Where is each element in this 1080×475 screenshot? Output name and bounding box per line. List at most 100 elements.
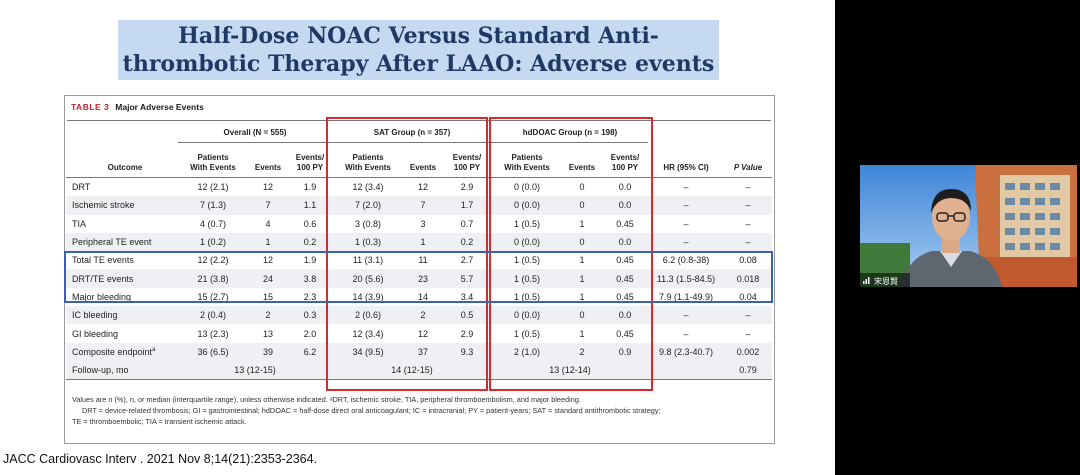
- cell-s-ev: 12: [417, 328, 428, 339]
- table-row: GI bleeding 13 (2.3) 13 2.0 12 (3.4) 12 2.9 1 (…: [66, 324, 772, 342]
- citation: JACC Cardiovasc Interv . 2021 Nov 8;14(2…: [3, 452, 318, 466]
- cell-s-rate: 0.5: [442, 306, 492, 325]
- cell-s-pat: 20 (5.6): [332, 269, 404, 288]
- cell-h-ev: 1: [562, 269, 602, 288]
- cell-o-pat: 2 (0.4): [178, 306, 248, 325]
- cell-h-ev: 0: [562, 196, 602, 215]
- followup-p: 0.79: [724, 360, 772, 381]
- cell-o-rate: 1.9: [303, 255, 317, 266]
- cell-h-pat: 1 (0.5): [513, 218, 540, 229]
- footnote-abbreviations: DRT = device-related thrombosis; GI = ga…: [82, 406, 661, 415]
- cell-h-rate: 0.45: [616, 255, 634, 266]
- cell-p: –: [724, 196, 772, 215]
- followup-hd: 13 (12-14): [492, 360, 648, 381]
- participant-name-tag: 宋恩賢: [862, 276, 898, 287]
- table-footnote: Values are n (%), n, or median (interqua…: [72, 394, 772, 427]
- cell-h-rate: 0.0: [618, 182, 632, 193]
- cell-h-ev: 1: [579, 218, 585, 229]
- slide-title-line1: Half-Dose NOAC Versus Standard Anti-: [178, 23, 659, 49]
- row-outcome: Major bleeding: [72, 291, 132, 302]
- table-row: Ischemic stroke 7 (1.3) 7 1.1 7 (2.0) 7 1.7 0 (…: [66, 196, 772, 215]
- table-top-rule: [67, 120, 771, 121]
- group-sat: SAT Group (n = 357): [332, 124, 492, 143]
- header-hd-rate: Events/100 PY: [610, 153, 640, 172]
- cell-h-pat: 1 (0.5): [513, 291, 540, 302]
- table-row: Major bleeding 15 (2.7) 15 2.3 14 (3.9) 14 3.4…: [66, 288, 772, 306]
- followup-overall: 13 (12-15): [178, 360, 332, 381]
- cell-h-pat: 0 (0.0): [492, 196, 562, 215]
- cell-s-ev: 12: [417, 182, 428, 193]
- cell-o-pat: 4 (0.7): [199, 218, 226, 229]
- cell-p: 0.018: [724, 269, 772, 288]
- row-outcome: TIA: [72, 218, 87, 229]
- header-p-value: P Value: [733, 163, 763, 172]
- hd-group-highlight-box: [489, 117, 653, 391]
- cell-hr: 9.8 (2.3-40.7): [648, 342, 724, 361]
- significant-rows-highlight-box: [64, 251, 773, 303]
- cell-s-pat: 12 (3.4): [352, 328, 384, 339]
- footnote-values: Values are n (%), n, or median (interqua…: [72, 395, 581, 404]
- presenter-video-tile[interactable]: [860, 165, 1077, 287]
- header-overall-events: Events: [254, 163, 282, 172]
- header-outcome: Outcome: [107, 163, 143, 172]
- row-outcome: IC bleeding: [66, 306, 178, 325]
- table-row: Total TE events 12 (2.2) 12 1.9 11 (3.1) 11 2.…: [66, 251, 772, 269]
- cell-s-rate: 0.7: [460, 218, 474, 229]
- cell-o-ev: 39: [248, 342, 288, 361]
- cell-p: 0.002: [724, 342, 772, 361]
- cell-s-ev: 2: [404, 306, 442, 325]
- cell-hr: –: [648, 232, 724, 252]
- participant-name: 宋恩賢: [874, 277, 898, 286]
- sat-group-highlight-box: [326, 117, 488, 391]
- cell-s-rate: 3.4: [460, 291, 474, 302]
- cell-o-ev: 24: [248, 269, 288, 288]
- table-body: DRT 12 (2.1) 12 1.9 12 (3.4) 12 2.9 0 (0.0) 0 0.0…: [66, 178, 772, 381]
- cell-s-rate: 9.3: [442, 342, 492, 361]
- cell-o-ev: 4: [265, 218, 271, 229]
- cell-s-ev: 37: [404, 342, 442, 361]
- cell-o-rate: 0.6: [303, 218, 317, 229]
- cell-o-rate: 1.9: [303, 182, 317, 193]
- cell-o-ev: 7: [248, 196, 288, 215]
- header-hr: HR (95% CI): [663, 163, 709, 172]
- cell-hr: –: [648, 306, 724, 325]
- table-row: Peripheral TE event 1 (0.2) 1 0.2 1 (0.3) 1 0.…: [66, 232, 772, 252]
- cell-s-rate: 5.7: [442, 269, 492, 288]
- cell-h-ev: 0: [562, 306, 602, 325]
- footnote-abbreviations-cont: TE = thromboembolic; TIA = transient isc…: [72, 417, 247, 426]
- cell-h-rate: 0.45: [616, 328, 634, 339]
- followup-row: Follow-up, mo 13 (12-15) 14 (12-15) 13 (12-…: [66, 360, 772, 381]
- slide-title-line2: thrombotic Therapy After LAAO: Adverse e…: [122, 51, 715, 77]
- cell-s-rate: 2.9: [460, 182, 474, 193]
- header-overall-rate: Events/100 PY: [295, 153, 325, 172]
- cell-h-ev: 0: [579, 182, 585, 193]
- cell-o-pat: 1 (0.2): [178, 232, 248, 252]
- cell-p: –: [745, 218, 751, 229]
- cell-h-ev: 1: [579, 255, 585, 266]
- adverse-events-table: Overall (N = 555) SAT Group (n = 357) hd…: [66, 124, 772, 381]
- cell-o-pat: 15 (2.7): [197, 291, 229, 302]
- cell-h-ev: 0: [562, 232, 602, 252]
- cell-o-ev: 12: [262, 182, 273, 193]
- cell-p: –: [745, 328, 751, 339]
- cell-hr: –: [648, 196, 724, 215]
- cell-h-pat: 2 (1.0): [492, 342, 562, 361]
- cell-s-ev: 7: [404, 196, 442, 215]
- cell-s-rate: 0.2: [442, 232, 492, 252]
- cell-o-ev: 12: [262, 255, 273, 266]
- cell-s-pat: 3 (0.8): [354, 218, 381, 229]
- cell-h-rate: 0.0: [602, 306, 648, 325]
- cell-o-pat: 21 (3.8): [178, 269, 248, 288]
- cell-h-pat: 0 (0.0): [513, 182, 540, 193]
- cell-h-pat: 1 (0.5): [513, 328, 540, 339]
- cell-s-pat: 11 (3.1): [352, 255, 384, 266]
- cell-o-pat: 12 (2.2): [197, 255, 229, 266]
- cell-o-pat: 36 (6.5): [178, 342, 248, 361]
- cell-h-pat: 0 (0.0): [492, 306, 562, 325]
- table-row: DRT/TE events 21 (3.8) 24 3.8 20 (5.6) 23 5.7 1…: [66, 269, 772, 288]
- group-header-row: Overall (N = 555) SAT Group (n = 357) hd…: [66, 124, 772, 143]
- group-hd: hdDOAC Group (n = 198): [492, 124, 648, 143]
- row-outcome: Composite endpointa: [66, 342, 178, 361]
- cell-o-rate: 0.3: [288, 306, 332, 325]
- cell-s-pat: 1 (0.3): [332, 232, 404, 252]
